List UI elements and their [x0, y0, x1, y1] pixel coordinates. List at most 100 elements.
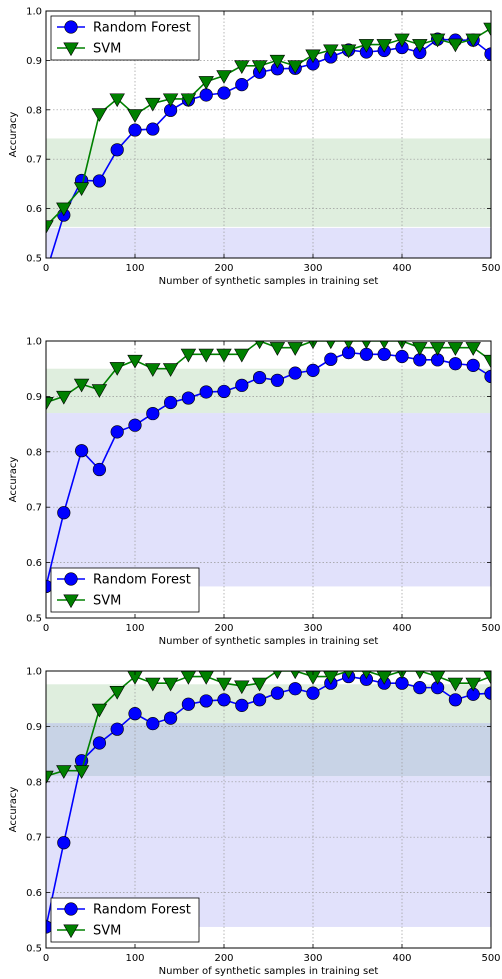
- svm-point: [216, 70, 232, 84]
- y-tick-label: 0.5: [26, 254, 42, 265]
- x-axis-label: Number of synthetic samples in training …: [159, 636, 379, 647]
- svm-point: [287, 342, 303, 356]
- random-forest-point: [484, 47, 491, 61]
- shaded-band-2: [46, 413, 491, 587]
- y-tick-label: 1.0: [26, 667, 42, 678]
- legend-label-random-forest: Random Forest: [93, 21, 191, 36]
- svm-point: [465, 33, 481, 48]
- plot-frame: [45, 10, 492, 259]
- svm-point: [415, 671, 425, 680]
- y-tick-label: 0.8: [26, 105, 42, 116]
- series-group: [46, 22, 491, 258]
- legend-marker-svm: [63, 924, 79, 939]
- svm-point: [145, 363, 161, 377]
- svm-point: [216, 348, 232, 363]
- svm-point: [145, 677, 161, 692]
- legend-label-svm: SVM: [93, 42, 121, 57]
- y-tick-label: 0.7: [26, 503, 42, 514]
- band-group: [46, 684, 491, 927]
- random-forest-point: [253, 693, 267, 707]
- random-forest-point: [164, 395, 178, 410]
- svm-point: [145, 97, 161, 112]
- series-group: [46, 671, 491, 934]
- svm-point: [109, 93, 125, 108]
- svm-point: [251, 677, 268, 692]
- axes: 0 100 200 300 400 500 0.5 0.6 0.7 0.8 0.9 1.0 Number…: [8, 7, 501, 288]
- x-tick-label: 200: [214, 953, 233, 964]
- legend: Random Forest SVM: [50, 15, 200, 61]
- random-forest-point: [324, 352, 338, 366]
- svm-point: [198, 348, 214, 363]
- random-forest-point: [235, 698, 249, 712]
- svm-point: [361, 341, 372, 350]
- random-forest-point: [235, 78, 249, 92]
- y-tick-label: 0.9: [26, 56, 42, 67]
- svm-point: [127, 354, 143, 369]
- svm-point: [56, 765, 72, 779]
- svm-point: [91, 384, 108, 398]
- svm-point: [234, 348, 250, 363]
- random-forest-point: [466, 358, 480, 372]
- series-group: [46, 341, 491, 594]
- random-forest-point: [110, 425, 124, 439]
- svm-point: [46, 220, 54, 235]
- legend-marker-random-forest: [64, 572, 78, 586]
- x-tick-label: 0: [43, 623, 49, 634]
- svm-point: [198, 76, 214, 90]
- svm-point: [216, 677, 232, 692]
- random-forest-point: [181, 391, 195, 405]
- legend-marker-random-forest: [64, 20, 78, 34]
- random-forest-point: [253, 370, 267, 385]
- x-tick-label: 100: [125, 953, 144, 964]
- random-forest-point: [199, 88, 213, 102]
- band-group: [46, 138, 491, 258]
- svm-point: [234, 60, 250, 75]
- random-forest-point: [217, 693, 231, 707]
- x-tick-label: 200: [214, 623, 233, 634]
- legend: Random Forest SVM: [50, 567, 200, 613]
- x-tick-label: 300: [303, 263, 322, 274]
- svm-point: [447, 342, 464, 356]
- svm-point: [180, 93, 197, 108]
- legend: Random Forest SVM: [50, 897, 200, 943]
- random-forest-point: [217, 86, 231, 100]
- svm-point: [340, 44, 357, 59]
- y-tick-label: 0.9: [26, 722, 42, 733]
- random-forest-point: [306, 686, 320, 700]
- random-forest-point: [377, 347, 391, 361]
- svm-point: [269, 54, 286, 69]
- svm-point: [447, 38, 464, 53]
- random-forest-point: [448, 693, 463, 707]
- svm-point: [109, 686, 125, 700]
- svm-point: [323, 44, 339, 59]
- y-tick-label: 0.7: [26, 833, 42, 844]
- random-forest-point: [164, 711, 178, 725]
- random-forest-point: [484, 686, 491, 700]
- x-tick-label: 400: [392, 953, 411, 964]
- legend-label-random-forest: Random Forest: [93, 573, 191, 588]
- x-tick-label: 300: [303, 623, 322, 634]
- svm-point: [162, 677, 179, 692]
- svm-point: [465, 342, 481, 356]
- random-forest-point: [128, 418, 142, 432]
- svm-point: [326, 341, 336, 350]
- svm-point: [429, 33, 446, 48]
- x-axis-label: Number of synthetic samples in training …: [159, 276, 379, 287]
- y-axis-label: Accuracy: [8, 112, 19, 158]
- x-tick-label: 200: [214, 263, 233, 274]
- svm-point: [358, 39, 375, 53]
- svm-point: [162, 363, 179, 377]
- random-forest-point: [128, 123, 142, 137]
- svm-point: [394, 33, 410, 48]
- y-tick-label: 0.5: [26, 944, 42, 955]
- x-tick-label: 0: [43, 953, 49, 964]
- y-tick-label: 0.9: [26, 392, 42, 403]
- random-forest-point: [306, 363, 320, 377]
- legend-marker-svm: [63, 594, 79, 609]
- svm-point: [109, 362, 125, 376]
- x-tick-label: 400: [392, 623, 411, 634]
- svm-point: [180, 348, 197, 363]
- svm-point: [73, 378, 90, 393]
- legend-box: [50, 15, 200, 61]
- svm-point: [91, 108, 108, 122]
